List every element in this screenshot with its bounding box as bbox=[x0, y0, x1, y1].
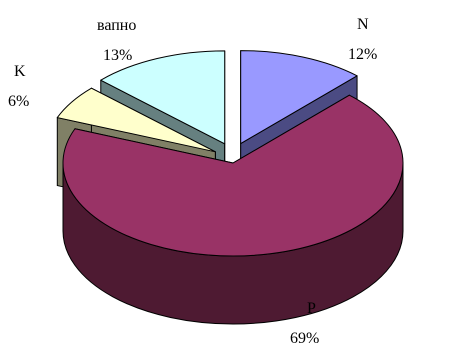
slice-name-p: P bbox=[307, 300, 316, 317]
slice-label-k: 6% bbox=[8, 93, 29, 110]
slice-top-vapno bbox=[100, 50, 226, 145]
slice-name-k: K bbox=[14, 63, 26, 80]
slice-label-vapno: 13% bbox=[103, 47, 132, 64]
slice-top-n bbox=[240, 50, 358, 145]
slice-name-n: N bbox=[357, 16, 369, 33]
slice-top-p bbox=[62, 94, 404, 257]
slice-name-vapno: вапно bbox=[97, 17, 136, 34]
pie-tops bbox=[56, 50, 404, 257]
slice-top-k bbox=[56, 87, 216, 153]
slice-label-p: 69% bbox=[290, 330, 319, 347]
slice-label-n: 12% bbox=[348, 46, 377, 63]
